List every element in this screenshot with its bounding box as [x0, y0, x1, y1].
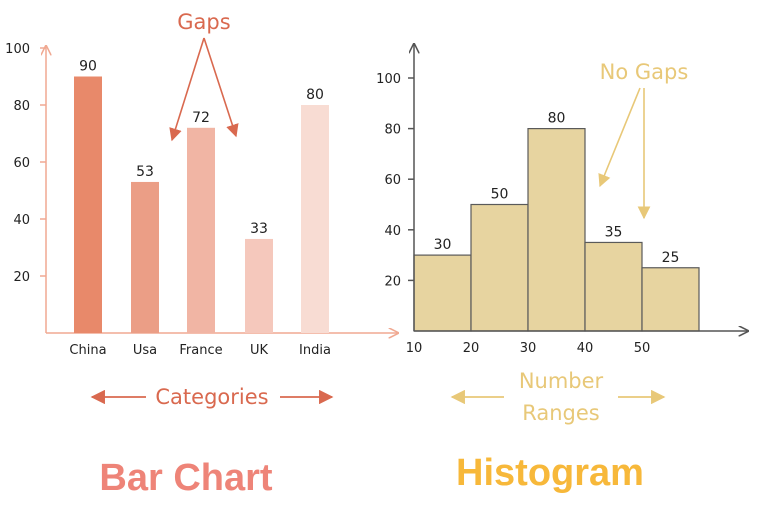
- hist-data-label: 50: [491, 187, 509, 203]
- bar-y-ticks: 20 40 60 80 100: [5, 42, 46, 285]
- gaps-note: Gaps: [177, 10, 230, 34]
- bar-data-label: 72: [192, 110, 210, 126]
- hist-y-tick-label: 60: [384, 173, 401, 188]
- bar-india: [301, 105, 329, 333]
- bar-uk: [245, 238, 273, 333]
- hist-bin: [641, 267, 700, 332]
- hist-y-tick-label: 40: [384, 224, 401, 239]
- hist-data-label: 30: [434, 237, 452, 253]
- bar-category-label: France: [179, 343, 222, 358]
- bar-france: [187, 127, 215, 333]
- bar-category-label: India: [299, 343, 331, 358]
- hist-y-tick-label: 80: [384, 123, 401, 138]
- bar-y-tick-label: 20: [13, 270, 30, 285]
- bar-data-label: 90: [79, 59, 97, 75]
- gaps-arrow-left: [169, 37, 205, 142]
- categories-note: Categories: [155, 385, 268, 409]
- hist-data-label: 25: [662, 250, 680, 266]
- hist-bin: [584, 241, 643, 332]
- bar-chart: 20 40 60 80 100 90 China 53 Usa 72 France 33 UK 80 In…: [5, 10, 398, 499]
- hist-x-tick-label: 30: [520, 341, 537, 356]
- bar-category-label: UK: [250, 343, 269, 358]
- no-gaps-arrow-left: [598, 87, 641, 188]
- hist-x-tick-label: 50: [634, 341, 651, 356]
- bar-china: [74, 76, 102, 333]
- bar-data-label: 80: [306, 87, 324, 103]
- ranges-note-line2: Ranges: [522, 401, 600, 425]
- bar-data-label: 33: [250, 221, 268, 237]
- histogram-caption: Histogram: [456, 452, 644, 494]
- no-gaps-note: No Gaps: [600, 60, 689, 84]
- bar-bars: 90 China 53 Usa 72 France 33 UK 80 India: [69, 59, 331, 359]
- bar-category-label: China: [69, 343, 106, 358]
- bar-data-label: 53: [136, 164, 154, 180]
- histogram-bins: 30 50 80 35 25: [413, 111, 700, 332]
- hist-y-ticks: 20 40 60 80 100: [376, 72, 414, 289]
- hist-bin: [527, 128, 586, 332]
- bar-chart-caption: Bar Chart: [99, 457, 272, 499]
- ranges-note-line1: Number: [519, 369, 604, 393]
- bar-category-label: Usa: [133, 343, 157, 358]
- hist-x-tick-label: 20: [463, 341, 480, 356]
- bar-y-tick-label: 60: [13, 156, 30, 171]
- gaps-arrow-right: [203, 37, 239, 138]
- hist-bin: [470, 203, 529, 332]
- hist-x-ticks: 10 20 30 40 50: [406, 341, 651, 356]
- bar-y-tick-label: 40: [13, 213, 30, 228]
- bar-y-tick-label: 100: [5, 42, 30, 57]
- hist-bin: [413, 254, 472, 332]
- bar-y-tick-label: 80: [13, 99, 30, 114]
- hist-x-tick-label: 40: [577, 341, 594, 356]
- histogram: 30 50 80 35 25 20 40 60 80 100 10 20 30 40 50 No Gap…: [376, 44, 748, 494]
- hist-data-label: 35: [605, 224, 623, 240]
- hist-data-label: 80: [548, 111, 566, 127]
- bar-usa: [131, 181, 159, 333]
- hist-y-tick-label: 100: [376, 72, 401, 87]
- hist-y-tick-label: 20: [384, 274, 401, 289]
- hist-x-tick-label: 10: [406, 341, 423, 356]
